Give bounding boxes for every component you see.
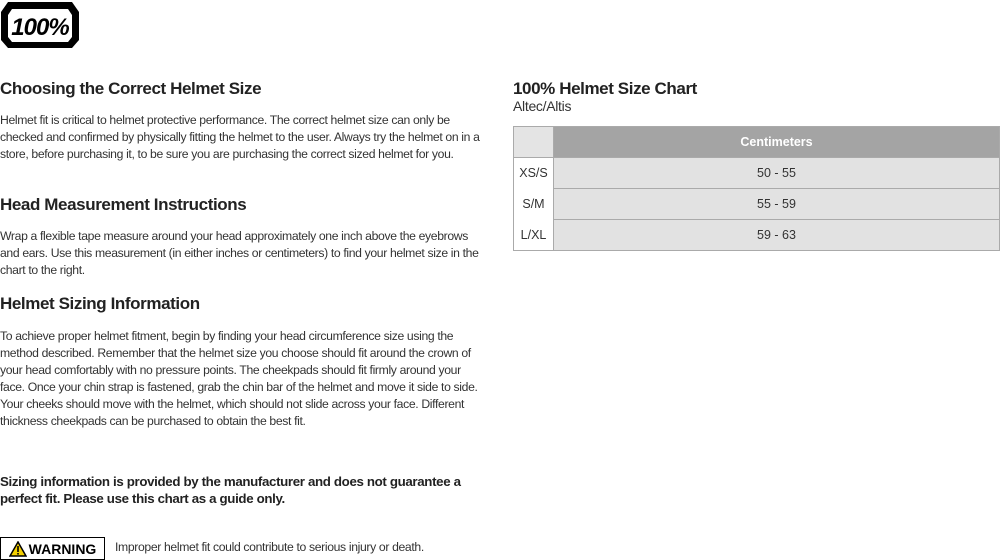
section-title: Head Measurement Instructions bbox=[0, 195, 247, 214]
warning-badge: WARNING bbox=[0, 537, 105, 560]
svg-text:100%: 100% bbox=[11, 14, 69, 41]
disclaimer: Sizing information is provided by the ma… bbox=[0, 474, 461, 506]
table-row: S/M 55 - 59 bbox=[513, 188, 1000, 220]
warning-triangle-icon bbox=[8, 540, 27, 557]
section-body: To achieve proper helmet fitment, begin … bbox=[0, 329, 478, 428]
size-chart-table: Centimeters XS/S 50 - 55 S/M 55 - 59 L/X… bbox=[513, 126, 1000, 251]
size-cell: XS/S bbox=[513, 157, 554, 189]
table-row: L/XL 59 - 63 bbox=[513, 219, 1000, 251]
table-row: XS/S 50 - 55 bbox=[513, 157, 1000, 189]
cm-cell: 50 - 55 bbox=[553, 157, 1000, 189]
table-header-row: Centimeters bbox=[513, 126, 1000, 158]
cm-cell: 59 - 63 bbox=[553, 219, 1000, 251]
brand-logo: 100% bbox=[0, 0, 80, 55]
section-title: Choosing the Correct Helmet Size bbox=[0, 79, 262, 98]
column-header: Centimeters bbox=[553, 126, 1000, 158]
size-cell: S/M bbox=[513, 188, 554, 220]
chart-subtitle: Altec/Altis bbox=[513, 98, 572, 114]
chart-title: 100% Helmet Size Chart bbox=[513, 79, 697, 98]
warning-label: WARNING bbox=[28, 540, 97, 557]
section-body: Wrap a flexible tape measure around your… bbox=[0, 229, 479, 277]
size-cell: L/XL bbox=[513, 219, 554, 251]
corner-cell bbox=[513, 126, 554, 158]
warning-text: Improper helmet fit could contribute to … bbox=[115, 540, 424, 554]
section-body: Helmet fit is critical to helmet protect… bbox=[0, 113, 480, 161]
section-title: Helmet Sizing Information bbox=[0, 294, 200, 313]
cm-cell: 55 - 59 bbox=[553, 188, 1000, 220]
